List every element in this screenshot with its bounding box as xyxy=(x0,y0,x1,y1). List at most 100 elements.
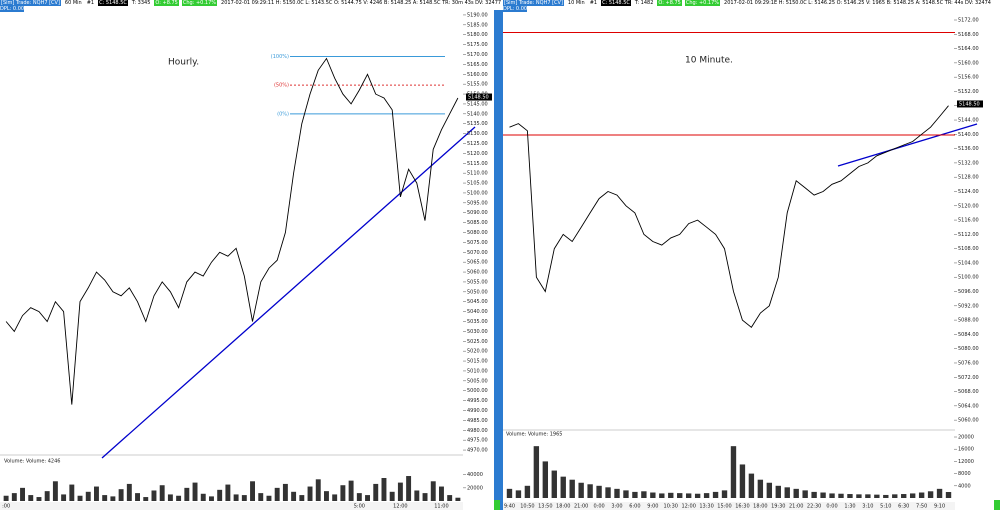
volume-bar xyxy=(11,493,17,501)
x-tick-label: 6:30 xyxy=(898,504,909,510)
volume-bar xyxy=(332,494,338,501)
volume-bar xyxy=(307,486,313,501)
volume-bar xyxy=(200,493,206,501)
volume-bar xyxy=(659,493,665,498)
x-tick-label: :00 xyxy=(2,504,10,510)
header-field: O: +8.75 xyxy=(657,0,682,6)
y-tick-label: 5190.00 xyxy=(467,12,488,18)
header-field: C: 5148.5C xyxy=(601,0,631,6)
volume-bar xyxy=(356,493,362,501)
volume-bar xyxy=(85,491,91,501)
volume-bar xyxy=(757,479,764,498)
volume-bar xyxy=(802,490,808,498)
y-tick-label: 5172.00 xyxy=(958,18,979,24)
y-tick-label: 5050.00 xyxy=(467,289,488,295)
left-header: [Sim] Trade: NQH7 [CV] 60 Min #1 C: 5148.5C… xyxy=(0,0,503,6)
volume-bar xyxy=(151,490,157,501)
volume-bar xyxy=(838,493,844,498)
panel-divider xyxy=(500,10,503,510)
volume-bar xyxy=(52,481,58,501)
volume-bar xyxy=(784,487,790,498)
header-field: [Sim] Trade: NQH7 [CV] xyxy=(0,0,61,6)
header-field: C: 5148.5C xyxy=(98,0,128,6)
volume-bar xyxy=(299,495,305,501)
volume-bar xyxy=(397,482,403,501)
header-field: Chg: +0.17% xyxy=(181,0,218,6)
y-tick-label: 5120.00 xyxy=(467,151,488,157)
y-tick-label: 5160.00 xyxy=(958,60,979,66)
header-field: O: +8.75 xyxy=(154,0,179,6)
volume-bar xyxy=(856,494,862,498)
volume-bar xyxy=(730,446,737,498)
volume-bar xyxy=(118,489,124,501)
trend-line xyxy=(837,123,978,167)
chart-title: Hourly. xyxy=(168,58,199,68)
y-tick-label: 5020.00 xyxy=(467,349,488,355)
volume-bar xyxy=(20,487,25,501)
volume-bar xyxy=(685,493,692,498)
x-tick-label: 15:00 xyxy=(717,504,731,510)
volume-bar xyxy=(217,489,223,501)
volume-bar xyxy=(233,494,239,501)
y-tick-label: 5100.00 xyxy=(467,190,488,196)
y-tick-label: 5175.00 xyxy=(467,42,488,48)
x-tick-label: 18:00 xyxy=(753,504,767,510)
y-tick-label: 5015.00 xyxy=(467,359,488,365)
y-tick-label: 5128.00 xyxy=(958,175,979,181)
volume-bar xyxy=(184,487,190,501)
volume-bar xyxy=(614,488,620,498)
volume-bar xyxy=(524,485,531,498)
volume-bar xyxy=(373,483,379,501)
y-tick-label: 5120.00 xyxy=(958,203,979,209)
y-tick-label: 4985.00 xyxy=(467,418,488,424)
volume-bar xyxy=(560,476,566,498)
volume-bar xyxy=(551,470,557,498)
y-tick-label: 5105.00 xyxy=(467,181,488,187)
y-tick-label: 4990.00 xyxy=(467,408,488,414)
right-dpl: DPL: 0.00 xyxy=(503,6,528,12)
volume-bar xyxy=(909,493,916,498)
y-tick-label: 5145.00 xyxy=(467,101,488,107)
y-tick-label: 5068.00 xyxy=(958,389,979,395)
volume-bar xyxy=(892,494,898,498)
volume-bar xyxy=(632,491,638,498)
header-field: [Sim] Trade: NQH7 [CV] xyxy=(503,0,564,6)
y-tick-label: 5064.00 xyxy=(958,403,979,409)
level-label: (50%) xyxy=(274,83,289,89)
y-tick-label: 5060.00 xyxy=(958,418,979,424)
volume-bar xyxy=(274,487,280,501)
y-tick-label: 4975.00 xyxy=(467,438,488,444)
y-tick-label: 5115.00 xyxy=(467,161,488,167)
y-tick-label: 20000 xyxy=(467,485,483,491)
volume-bar xyxy=(936,488,943,498)
time-axis xyxy=(0,502,463,510)
trend-line xyxy=(101,126,476,459)
x-tick-label: 0:00 xyxy=(826,504,837,510)
volume-bar xyxy=(605,487,611,498)
y-tick-label: 5140.00 xyxy=(958,132,979,138)
y-tick-label: 5092.00 xyxy=(958,303,979,309)
volume-bar xyxy=(324,491,329,501)
y-tick-label: 5100.00 xyxy=(958,275,979,281)
y-tick-label: 5130.00 xyxy=(467,131,488,137)
y-tick-label: 5055.00 xyxy=(467,279,488,285)
x-tick-label: 21:00 xyxy=(789,504,803,510)
x-tick-label: 9:40 xyxy=(504,504,515,510)
y-tick-label: 5084.00 xyxy=(958,332,979,338)
volume-bar xyxy=(811,491,817,498)
volume-title: Volume: Volume: 4246 xyxy=(4,459,60,465)
left-dpl: DPL: 0.00 xyxy=(0,6,25,12)
y-tick-label: 5070.00 xyxy=(467,250,488,256)
x-tick-label: 18:00 xyxy=(556,504,570,510)
x-tick-label: 21:00 xyxy=(574,504,588,510)
volume-bar xyxy=(241,495,247,501)
time-axis xyxy=(503,502,955,510)
header-field: 2017-02-01 09:29:1E H: 5150.0C L: 5146.2… xyxy=(723,0,992,6)
volume-bar xyxy=(865,494,871,498)
x-tick-label: 13:30 xyxy=(699,504,713,510)
volume-bar xyxy=(829,493,835,498)
price-line xyxy=(509,105,949,328)
y-tick-label: 5045.00 xyxy=(467,299,488,305)
y-tick-label: 5080.00 xyxy=(467,230,488,236)
